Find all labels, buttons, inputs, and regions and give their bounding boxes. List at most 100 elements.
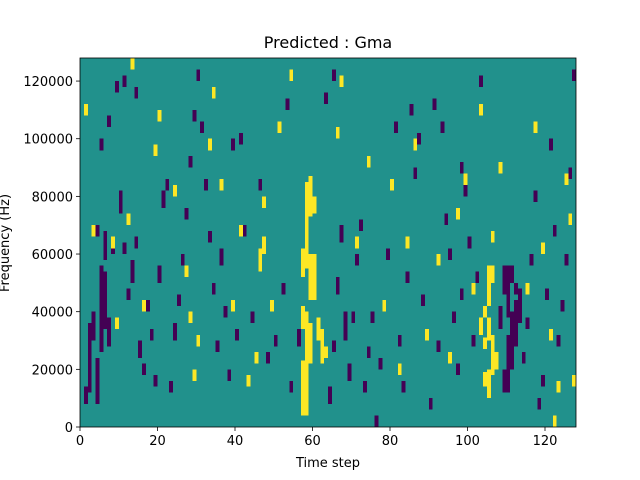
heatmap-cell (374, 415, 379, 427)
heatmap-cell (568, 213, 573, 226)
heatmap-cell (517, 288, 522, 324)
heatmap-cell (87, 323, 92, 393)
heatmap-cell (393, 121, 398, 133)
heatmap-cell (486, 265, 491, 306)
heatmap-cell (114, 317, 119, 329)
heatmap-cell (483, 337, 487, 350)
heatmap-cell (483, 372, 487, 387)
x-tick-label: 60 (304, 434, 321, 449)
heatmap-cell (122, 75, 127, 87)
heatmap-cell (560, 300, 565, 312)
heatmap-cell (91, 225, 96, 237)
heatmap-cell (552, 225, 557, 237)
heatmap-cell (204, 179, 208, 191)
heatmap-cell (149, 328, 154, 341)
heatmap-cell (359, 219, 363, 231)
heatmap-cell (184, 207, 189, 220)
heatmap-cell (227, 369, 232, 381)
heatmap-cell (502, 265, 507, 295)
heatmap-cell (242, 225, 247, 237)
heatmap-cell (448, 352, 452, 364)
heatmap-cell (192, 369, 197, 381)
heatmap-cell (196, 334, 201, 347)
y-tick-label: 40000 (32, 306, 73, 321)
heatmap-cell (556, 334, 561, 347)
heatmap-cell (514, 300, 518, 347)
y-axis-label: Frequency (Hz) (0, 194, 13, 292)
heatmap-cell (173, 323, 177, 341)
heatmap-cell (254, 352, 259, 364)
heatmap-cell (111, 236, 115, 249)
heatmap-cell (463, 173, 468, 185)
heatmap-cell (413, 138, 418, 151)
heatmap-cell (335, 127, 340, 139)
heatmap-cell (157, 109, 162, 122)
x-tick-label: 120 (533, 434, 558, 449)
heatmap-cell (572, 375, 576, 387)
heatmap-cell (273, 334, 278, 347)
x-tick-label: 80 (382, 434, 399, 449)
heatmap-cell (471, 282, 476, 295)
chart-title: Predicted : Gma (264, 33, 392, 52)
heatmap-cell (103, 230, 108, 260)
heatmap-cell (258, 179, 263, 191)
heatmap-cell (556, 380, 561, 393)
heatmap-cell (196, 69, 201, 82)
heatmap-cell (390, 179, 394, 191)
heatmap-cell (304, 360, 309, 416)
x-axis-label: Time step (295, 456, 360, 471)
heatmap-cell (304, 311, 309, 364)
heatmap-cell (572, 69, 576, 82)
heatmap-cell (533, 190, 538, 203)
heatmap-background (80, 58, 576, 427)
heatmap-cell (405, 236, 410, 249)
heatmap-cell (436, 254, 441, 266)
heatmap-cell (95, 357, 100, 404)
heatmap-cell (432, 98, 437, 110)
heatmap-cell (219, 248, 224, 266)
heatmap-cell (324, 346, 328, 358)
heatmap-cell (452, 311, 456, 324)
heatmap-cell (448, 248, 452, 260)
heatmap-cell (173, 184, 177, 197)
heatmap-cell (564, 173, 569, 185)
heatmap-cell (83, 386, 88, 404)
heatmap-cell (126, 213, 131, 226)
heatmap-cell (479, 317, 483, 335)
heatmap-cell (312, 196, 317, 214)
heatmap-cell (300, 305, 305, 329)
x-tick-label: 100 (455, 434, 480, 449)
heatmap-cell (339, 75, 344, 87)
heatmap-cell (378, 357, 383, 370)
heatmap-cell (238, 132, 243, 145)
heatmap-cell (308, 323, 313, 364)
heatmap-cell (440, 121, 445, 133)
heatmap-cell (304, 181, 309, 269)
heatmap-cell (83, 104, 88, 116)
heatmap-cell (157, 265, 162, 283)
heatmap-cell (564, 254, 569, 266)
heatmap-cell (297, 328, 301, 347)
heatmap-cell (192, 109, 197, 122)
heatmap-cell (366, 346, 371, 358)
heatmap-cell (335, 277, 340, 295)
heatmap-cell (107, 115, 111, 128)
heatmap-cell (246, 375, 251, 387)
x-axis: 0 20 40 60 80 100 120 (76, 427, 558, 449)
heatmap-cell (130, 259, 135, 283)
heatmap-cell (188, 311, 193, 324)
heatmap-cell (114, 81, 119, 93)
heatmap-cell (510, 311, 514, 370)
heatmap-cell (328, 386, 332, 404)
heatmap-cell (331, 69, 336, 82)
heatmap-cell (486, 369, 491, 399)
y-tick-label: 20000 (32, 363, 73, 378)
y-tick-label: 60000 (32, 248, 73, 263)
heatmap-cell (235, 328, 239, 341)
heatmap-cell (498, 161, 503, 174)
heatmap-cell (355, 254, 359, 266)
heatmap-cell (455, 207, 460, 220)
heatmap-cell (455, 363, 460, 376)
heatmap-cell (521, 352, 526, 364)
heatmap-cell (207, 138, 212, 151)
